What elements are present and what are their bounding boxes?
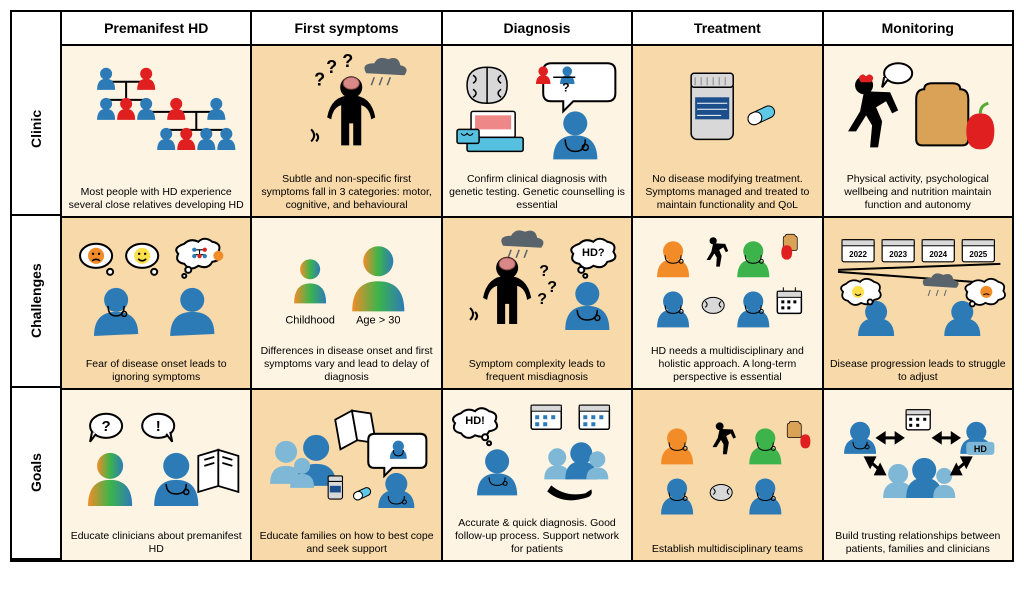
- col-header-premanifest: Premanifest HD: [60, 12, 250, 44]
- pill-icon: [746, 104, 777, 127]
- illus-educate-families: [256, 394, 436, 528]
- walking-person-icon: [848, 76, 898, 147]
- caption: Accurate & quick diagnosis. Good follow-…: [447, 515, 627, 556]
- svg-text:2023: 2023: [889, 250, 907, 259]
- illus-age-variation: Childhood Age > 30: [256, 222, 436, 343]
- illus-genetic-testing: ?: [447, 50, 627, 171]
- walker-icon: [707, 237, 729, 266]
- speech-bubble-icon: ?: [536, 63, 615, 111]
- illus-medication: [637, 50, 817, 171]
- caption: Subtle and non-specific first symptoms f…: [256, 171, 436, 212]
- bubble-hd-question: HD?: [582, 247, 605, 259]
- computer-icon: [457, 111, 523, 151]
- svg-text:?: ?: [537, 290, 547, 308]
- caption: Most people with HD experience several c…: [66, 184, 246, 212]
- illus-educate-clinicians: ? !: [66, 394, 246, 528]
- cell-clinic-monitoring: Physical activity, psychological wellbei…: [822, 44, 1012, 216]
- cell-challenges-premanifest: Fear of disease onset leads to ignoring …: [60, 216, 250, 388]
- brain-icon: [467, 67, 507, 103]
- cell-challenges-first: Childhood Age > 30 Differences in diseas…: [250, 216, 440, 388]
- svg-text:?: ?: [547, 278, 557, 296]
- bubble-hd-exclaim: HD!: [465, 415, 485, 427]
- caption: Physical activity, psychological wellbei…: [828, 171, 1008, 212]
- col-header-treatment: Treatment: [631, 12, 821, 44]
- label-age30: Age > 30: [356, 314, 400, 326]
- heart-icon: [859, 74, 873, 82]
- storm-cloud-icon: [365, 58, 407, 85]
- brain-small-icon: [702, 297, 724, 313]
- illus-lifestyle: [828, 50, 1008, 171]
- col-header-monitoring: Monitoring: [822, 12, 1012, 44]
- svg-text:2022: 2022: [849, 250, 867, 259]
- caption: Build trusting relationships between pat…: [828, 528, 1008, 556]
- caption: Confirm clinical diagnosis with genetic …: [447, 171, 627, 212]
- illus-family-tree: [66, 50, 246, 184]
- caption: No disease modifying treatment. Symptoms…: [637, 171, 817, 212]
- col-header-diagnosis: Diagnosis: [441, 12, 631, 44]
- cell-goals-monitoring: HD Build trusting relationships between …: [822, 388, 1012, 560]
- caption: Differences in disease onset and first s…: [256, 343, 436, 384]
- row-header-challenges: Challenges: [12, 216, 60, 388]
- year-calendars: 2022 2023 2024 2025: [842, 240, 994, 262]
- illus-multidisciplinary: [637, 222, 817, 343]
- svg-text:2025: 2025: [969, 250, 987, 259]
- svg-text:?: ?: [562, 80, 569, 94]
- cell-goals-diagnosis: HD! Accurate & quick diagnosis. Good fol…: [441, 388, 631, 560]
- svg-text:?: ?: [327, 57, 338, 77]
- label-childhood: Childhood: [286, 314, 336, 326]
- clinician-icon: [553, 111, 597, 159]
- corner-blank: [12, 12, 60, 44]
- caption: HD needs a multidisciplinary and holisti…: [637, 343, 817, 384]
- caption: Educate clinicians about premanifest HD: [66, 528, 246, 556]
- bread-icon: [916, 83, 968, 145]
- row-header-clinic: Clinic: [12, 44, 60, 216]
- bubble-question: ?: [101, 418, 110, 435]
- illus-establish-teams: [637, 394, 817, 541]
- cell-goals-treatment: Establish multidisciplinary teams: [631, 388, 821, 560]
- cell-goals-premanifest: ? ! Educate clinicians about premanifest…: [60, 388, 250, 560]
- cell-clinic-diagnosis: ? Confirm clinical diagnosis with geneti…: [441, 44, 631, 216]
- cell-goals-first: Educate families on how to best cope and…: [250, 388, 440, 560]
- hd-badge: HD: [973, 444, 986, 454]
- illus-progression: 2022 2023 2024 2025: [828, 222, 1008, 356]
- illus-misdiagnosis: ??? HD?: [447, 222, 627, 356]
- col-header-first: First symptoms: [250, 12, 440, 44]
- cell-challenges-treatment: HD needs a multidisciplinary and holisti…: [631, 216, 821, 388]
- caption: Disease progression leads to struggle to…: [828, 356, 1008, 384]
- apple-icon: [966, 103, 994, 149]
- illus-quick-diagnosis: HD!: [447, 394, 627, 515]
- cell-clinic-treatment: No disease modifying treatment. Symptoms…: [631, 44, 821, 216]
- cell-challenges-diagnosis: ??? HD? Symptom complexity leads to freq…: [441, 216, 631, 388]
- cell-clinic-first: ??? Subtle and non-specific first sympto…: [250, 44, 440, 216]
- cell-clinic-premanifest: Most people with HD experience several c…: [60, 44, 250, 216]
- hd-matrix-grid: Premanifest HD First symptoms Diagnosis …: [10, 10, 1014, 562]
- book-icon: [198, 450, 238, 492]
- caption: Symptom complexity leads to frequent mis…: [447, 356, 627, 384]
- pill-bottle-icon: [691, 73, 733, 139]
- svg-text:2024: 2024: [929, 250, 947, 259]
- illus-trust-relationships: HD: [828, 394, 1008, 528]
- row-header-goals: Goals: [12, 388, 60, 560]
- hand-icon: [547, 485, 592, 500]
- caption: Fear of disease onset leads to ignoring …: [66, 356, 246, 384]
- svg-text:?: ?: [315, 69, 326, 89]
- caption: Educate families on how to best cope and…: [256, 528, 436, 556]
- illus-confused-person: ???: [256, 50, 436, 171]
- illus-fear-ignore: [66, 222, 246, 356]
- svg-text:?: ?: [343, 51, 354, 71]
- cell-challenges-monitoring: 2022 2023 2024 2025 Disease: [822, 216, 1012, 388]
- calendar-small-icon: [778, 287, 802, 313]
- bubble-exclaim: !: [156, 418, 161, 435]
- caption: Establish multidisciplinary teams: [637, 541, 817, 556]
